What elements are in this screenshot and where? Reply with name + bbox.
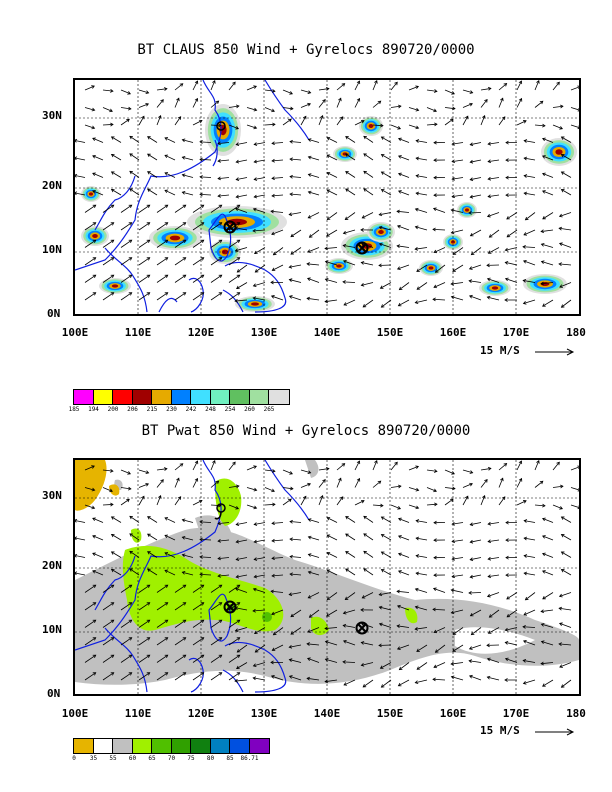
colorbar-swatch	[113, 739, 133, 753]
lat-label-0n: 0N	[47, 307, 61, 320]
gyre-marker-1	[223, 600, 237, 614]
lon-label-140e: 140E	[313, 707, 341, 720]
gyre-marker-1	[223, 220, 237, 234]
lon-label-120e: 120E	[187, 707, 215, 720]
colorbar-swatch	[93, 739, 113, 753]
colorbar-swatch	[249, 390, 269, 404]
lon-label-170e: 170E	[502, 707, 530, 720]
colorbar-swatch	[113, 390, 133, 404]
colorbar-swatch	[171, 390, 191, 404]
lon-label-140e: 140E	[313, 326, 341, 339]
colorbar-swatch	[191, 739, 211, 753]
lat-label-30n: 30N	[42, 109, 62, 122]
lat-label-20n: 20N	[42, 559, 62, 572]
colorbar-tick-label: 70	[167, 755, 176, 762]
colorbar-swatch	[249, 739, 269, 753]
colorbar-tick-label: 85	[226, 755, 234, 762]
lon-label-130e: 130E	[250, 326, 278, 339]
colorbar-tick-label: 265	[263, 406, 275, 413]
colorbar-tick-label: 75	[187, 755, 195, 762]
colorbar-swatch	[171, 739, 191, 753]
claus-map-panel	[73, 78, 581, 316]
lon-label-130e: 130E	[250, 707, 278, 720]
claus-colorbar	[73, 389, 290, 405]
coastlines	[75, 460, 310, 693]
gyre-marker-2	[355, 621, 369, 635]
lat-label-10n: 10N	[42, 623, 62, 636]
ref-vector-arrow	[535, 728, 575, 736]
colorbar-swatch	[132, 390, 152, 404]
lat-label-10n: 10N	[42, 243, 62, 256]
colorbar-tick-label: 55	[109, 755, 117, 762]
cloud-shading	[81, 104, 577, 312]
pwat-map-panel	[73, 458, 581, 696]
lon-label-160e: 160E	[439, 326, 467, 339]
lat-label-20n: 20N	[42, 179, 62, 192]
lon-label-160e: 160E	[439, 707, 467, 720]
colorbar-swatch	[152, 390, 172, 404]
colorbar-tick-label: 0	[72, 755, 76, 762]
colorbar-swatch	[230, 390, 250, 404]
colorbar-swatch	[132, 739, 152, 753]
colorbar-tick-label: 230	[166, 406, 177, 413]
lon-label-110e: 110E	[124, 326, 152, 339]
lon-label-150e: 150E	[376, 326, 404, 339]
colorbar-tick-label: 215	[146, 406, 158, 413]
colorbar-tick-label: 254	[224, 406, 236, 413]
colorbar-tick-label: 80	[206, 755, 215, 762]
colorbar-tick-label: 248	[205, 406, 216, 413]
colorbar-tick-label: 185	[68, 406, 80, 413]
colorbar-tick-label: 242	[185, 406, 197, 413]
lon-label-150e: 150E	[376, 707, 404, 720]
colorbar-tick-label: 200	[107, 406, 119, 413]
colorbar-tick-label: 65	[148, 755, 156, 762]
lon-label-180: 180	[566, 326, 586, 339]
colorbar-tick-label: 35	[89, 755, 98, 762]
colorbar-swatch	[269, 390, 289, 404]
colorbar-tick-label: 86.71	[240, 755, 259, 762]
typhoon-symbol	[216, 121, 226, 131]
lon-label-120e: 120E	[187, 326, 215, 339]
colorbar-swatch	[191, 390, 211, 404]
colorbar-swatch	[152, 739, 172, 753]
gyre-marker-2	[355, 241, 369, 255]
pwat-colorbar	[73, 738, 270, 754]
lon-label-180: 180	[566, 707, 586, 720]
colorbar-swatch	[74, 739, 94, 753]
ref-vector-label: 15 M/S	[480, 724, 520, 737]
panel-2-title: BT Pwat 850 Wind + Gyrelocs 890720/0000	[141, 423, 471, 439]
typhoon-symbol	[214, 503, 226, 520]
ref-vector-label: 15 M/S	[480, 344, 520, 357]
lon-label-100e: 100E	[61, 707, 89, 720]
lat-label-0n: 0N	[47, 687, 61, 700]
colorbar-swatch	[230, 739, 250, 753]
colorbar-swatch	[210, 739, 230, 753]
colorbar-tick-label: 206	[127, 406, 138, 413]
colorbar-tick-label: 260	[244, 406, 255, 413]
colorbar-tick-label: 194	[88, 406, 99, 413]
colorbar-tick-label: 60	[128, 755, 137, 762]
panel-1-title: BT CLAUS 850 Wind + Gyrelocs 890720/0000	[137, 42, 475, 58]
colorbar-swatch	[93, 390, 113, 404]
lon-label-100e: 100E	[61, 326, 89, 339]
colorbar-swatch	[210, 390, 230, 404]
lat-label-30n: 30N	[42, 489, 62, 502]
colorbar-swatch	[74, 390, 94, 404]
lon-label-170e: 170E	[502, 326, 530, 339]
ref-vector-arrow	[535, 348, 575, 356]
lon-label-110e: 110E	[124, 707, 152, 720]
